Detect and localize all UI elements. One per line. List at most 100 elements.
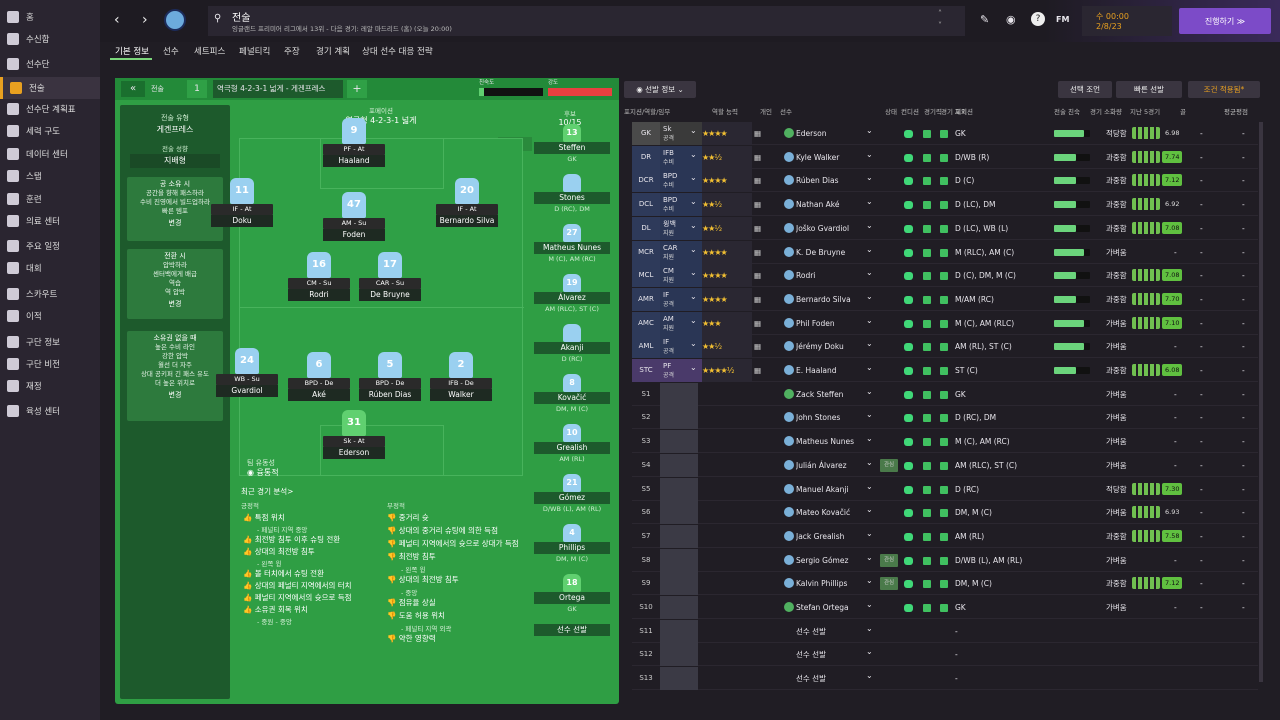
filter-button[interactable]: 조건 적용됨* [1188,81,1260,98]
selection-advice-button[interactable]: 선택 조언 [1058,81,1112,98]
mentality-select[interactable]: 지배형 [130,154,220,168]
sub-name[interactable]: Kovačić [534,392,610,404]
tactic-instruction-card[interactable]: 공 소유 시 공간을 향해 패스하라 수비 진영에서 빌드업하라 빠른 템포 변경 [127,177,223,241]
chevron-down-icon[interactable]: ⌄ [690,339,697,349]
personal-icon[interactable]: ▦ [754,223,762,233]
player-menu-chevron-icon[interactable]: ⌄ [866,528,873,538]
position-slot[interactable]: S1 [641,389,651,398]
column-header[interactable]: 평균평점 [1224,108,1248,116]
player-name[interactable]: Foden [323,229,385,241]
squad-row[interactable]: S3 Matheus Nunes ⌄ M (C), AM (RC) 가벼움 - - - [632,430,1258,454]
club-badge-icon[interactable] [164,9,186,31]
position-slot[interactable]: S12 [639,650,653,659]
personal-icon[interactable]: ▦ [754,366,762,375]
player-name[interactable]: Manuel Akanji [796,484,849,494]
sub-player[interactable]: 10 Grealish AM (RL) [534,424,610,464]
player-menu-chevron-icon[interactable]: ⌄ [866,552,873,562]
continue-button[interactable]: 진행하기 ≫ [1179,8,1271,34]
position-slot[interactable]: S3 [641,437,651,446]
column-header[interactable]: 전술 친숙 [1054,108,1080,116]
column-header[interactable]: 포지션/역할/임무 [624,108,671,116]
role-duty[interactable]: IF 공격 [660,335,704,359]
personal-icon[interactable]: ▦ [754,129,762,138]
personal-icon[interactable]: ▦ [754,342,762,352]
column-header[interactable]: 경기 제외 [941,108,967,116]
player-name[interactable]: Rúben Dias [359,389,421,401]
squad-row[interactable]: S11 선수 선발 ⌄ - [632,619,1258,643]
sub-name[interactable]: Matheus Nunes [534,242,610,254]
position-slot[interactable]: DL [632,216,660,240]
player-menu-chevron-icon[interactable]: ⌄ [866,149,873,159]
column-header[interactable]: 컨디션 [901,108,919,116]
fm-logo[interactable]: FM [1056,15,1070,24]
sidebar-item[interactable]: 스탭 [0,165,100,187]
sub-name[interactable]: Phillips [534,542,610,554]
pitch-player[interactable]: 47 AM - Su Foden [323,192,385,241]
position-slot[interactable]: S9 [641,579,651,588]
forward-button[interactable]: › [142,12,148,28]
player-menu-chevron-icon[interactable]: ⌄ [866,339,873,349]
back-button[interactable]: ‹ [114,12,120,28]
player-name[interactable]: John Stones [796,413,841,423]
chevron-down-icon[interactable]: ⌄ [690,220,697,230]
squad-row[interactable]: S6 Mateo Kovačić ⌄ DM, M (C) 가벼움 6.93 - - [632,501,1258,525]
player-menu-chevron-icon[interactable]: ⌄ [866,220,873,230]
role-duty[interactable]: IFB 수비 [660,145,704,169]
player-menu-chevron-icon[interactable]: ⌄ [866,410,873,420]
player-role[interactable]: IF - At [211,204,273,215]
position-slot[interactable]: STC [632,359,660,382]
sub-player[interactable]: 4 Phillips DM, M (C) [534,524,610,564]
change-button[interactable]: 변경 [168,391,182,399]
sidebar-item[interactable]: 홈 [0,6,100,28]
chevron-down-icon[interactable]: ⌄ [690,173,697,183]
chevron-up-icon[interactable]: ˄ [938,9,942,18]
player-role[interactable]: PF - At [323,144,385,155]
position-slot[interactable]: S7 [641,531,651,540]
pitch-player[interactable]: 16 CM - Su Rodri [288,252,350,301]
player-role[interactable]: Sk - At [323,436,385,447]
position-slot[interactable]: GK [632,122,660,145]
player-name[interactable]: De Bruyne [359,289,421,301]
player-name[interactable]: K. De Bruyne [796,247,846,257]
player-menu-chevron-icon[interactable]: ⌄ [866,623,873,633]
personal-icon[interactable]: ▦ [754,294,762,304]
sidebar-item[interactable]: 주요 일정 [0,235,100,257]
squad-row[interactable]: MCL CM 지원 ⌄ ★★★★ ▦ Rodri ⌄ D (C), DM, M (C) 과중함 7.… [632,264,1258,288]
sub-name[interactable]: Ortega [534,592,610,604]
sidebar-item[interactable]: 선수단 [0,53,100,75]
position-slot[interactable]: S5 [641,484,651,493]
sub-player[interactable]: 13 Steffen GK [534,124,610,164]
collapse-button[interactable]: « [121,81,145,97]
chevron-down-icon[interactable]: ⌄ [690,315,697,325]
sub-player[interactable]: Akanji D (RC) [534,324,610,364]
sidebar-item[interactable]: 구단 비전 [0,353,100,375]
player-menu-chevron-icon[interactable]: ⌄ [866,126,873,135]
chevron-down-icon[interactable]: ⌄ [690,197,697,207]
player-name[interactable]: Jérémy Doku [796,342,844,352]
player-name[interactable]: Walker [430,389,492,401]
sub-player[interactable]: Stones D (RC), DM [534,174,610,214]
player-menu-chevron-icon[interactable]: ⌄ [866,600,873,609]
squad-row[interactable]: GK Sk 공격 ⌄ ★★★★ ▦ Ederson ⌄ GK 적당함 6.98- - [632,122,1258,145]
sidebar-item[interactable]: 구단 정보 [0,331,100,353]
player-name[interactable]: E. Haaland [796,366,837,375]
squad-row[interactable]: AMR IF 공격 ⌄ ★★★★ ▦ Bernardo Silva ⌄ M/AM (RC) 과중함… [632,287,1258,311]
edit-icon[interactable]: ✎ [980,13,990,26]
player-name[interactable]: Bernardo Silva [796,294,851,304]
player-role[interactable]: IF - At [436,204,498,215]
chevron-down-icon[interactable]: ⌄ [690,363,697,372]
player-menu-chevron-icon[interactable]: ⌄ [866,197,873,207]
formation-select[interactable]: 역극형 4-2-3-1 넓게 - 게겐프레스 [213,80,343,98]
player-role[interactable]: CAR - Su [359,278,421,289]
help-icon[interactable]: ? [1031,12,1045,26]
position-slot[interactable]: DCR [632,169,660,193]
column-header[interactable]: 역할 능력 [712,108,738,116]
player-name[interactable]: Julián Álvarez [796,460,847,470]
tab-item[interactable]: 상대 선수 대응 전략 [362,47,433,57]
style-value[interactable]: 게겐프레스 [156,125,194,134]
squad-row[interactable]: DL 윙백 지원 ⌄ ★★½ ▦ Joško Gvardiol ⌄ D (LC), WB (L)… [632,216,1258,240]
sidebar-item[interactable]: 스카우트 [0,283,100,305]
personal-icon[interactable]: ▦ [754,176,762,186]
squad-row[interactable]: DCR BPD 수비 ⌄ ★★★★ ▦ Rúben Dias ⌄ D (C) 과중함 7.12- - [632,169,1258,193]
player-name[interactable]: Sergio Gómez [796,555,849,565]
